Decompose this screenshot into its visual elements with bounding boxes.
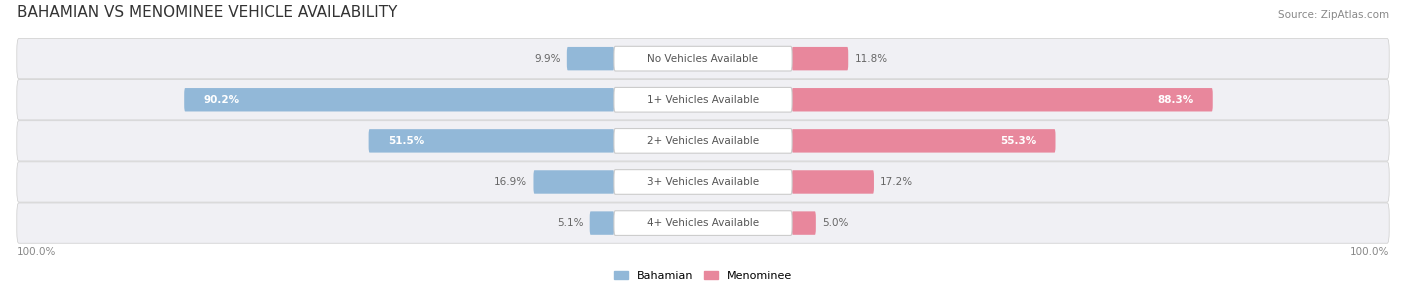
FancyBboxPatch shape [614, 211, 792, 235]
FancyBboxPatch shape [614, 88, 792, 112]
Text: Source: ZipAtlas.com: Source: ZipAtlas.com [1278, 10, 1389, 20]
Text: 4+ Vehicles Available: 4+ Vehicles Available [647, 218, 759, 228]
Text: 1+ Vehicles Available: 1+ Vehicles Available [647, 95, 759, 105]
Text: 5.1%: 5.1% [557, 218, 583, 228]
Text: 100.0%: 100.0% [17, 247, 56, 257]
FancyBboxPatch shape [792, 47, 848, 70]
Legend: Bahamian, Menominee: Bahamian, Menominee [614, 271, 792, 281]
FancyBboxPatch shape [17, 121, 1389, 161]
FancyBboxPatch shape [614, 46, 792, 71]
FancyBboxPatch shape [614, 170, 792, 194]
FancyBboxPatch shape [792, 170, 875, 194]
Text: 5.0%: 5.0% [823, 218, 848, 228]
Text: 3+ Vehicles Available: 3+ Vehicles Available [647, 177, 759, 187]
FancyBboxPatch shape [368, 129, 614, 153]
Text: 9.9%: 9.9% [534, 54, 561, 64]
Text: 11.8%: 11.8% [855, 54, 887, 64]
Text: 100.0%: 100.0% [1350, 247, 1389, 257]
FancyBboxPatch shape [184, 88, 614, 112]
Text: 16.9%: 16.9% [494, 177, 527, 187]
FancyBboxPatch shape [614, 128, 792, 153]
Text: 17.2%: 17.2% [880, 177, 914, 187]
Text: 90.2%: 90.2% [204, 95, 239, 105]
FancyBboxPatch shape [17, 80, 1389, 120]
FancyBboxPatch shape [17, 39, 1389, 79]
Text: 2+ Vehicles Available: 2+ Vehicles Available [647, 136, 759, 146]
FancyBboxPatch shape [589, 211, 614, 235]
FancyBboxPatch shape [792, 129, 1056, 153]
Text: No Vehicles Available: No Vehicles Available [648, 54, 758, 64]
Text: 55.3%: 55.3% [1000, 136, 1036, 146]
FancyBboxPatch shape [792, 211, 815, 235]
Text: BAHAMIAN VS MENOMINEE VEHICLE AVAILABILITY: BAHAMIAN VS MENOMINEE VEHICLE AVAILABILI… [17, 5, 398, 20]
FancyBboxPatch shape [533, 170, 614, 194]
FancyBboxPatch shape [17, 162, 1389, 202]
Text: 88.3%: 88.3% [1157, 95, 1194, 105]
Text: 51.5%: 51.5% [388, 136, 425, 146]
FancyBboxPatch shape [17, 203, 1389, 243]
FancyBboxPatch shape [567, 47, 614, 70]
FancyBboxPatch shape [792, 88, 1213, 112]
